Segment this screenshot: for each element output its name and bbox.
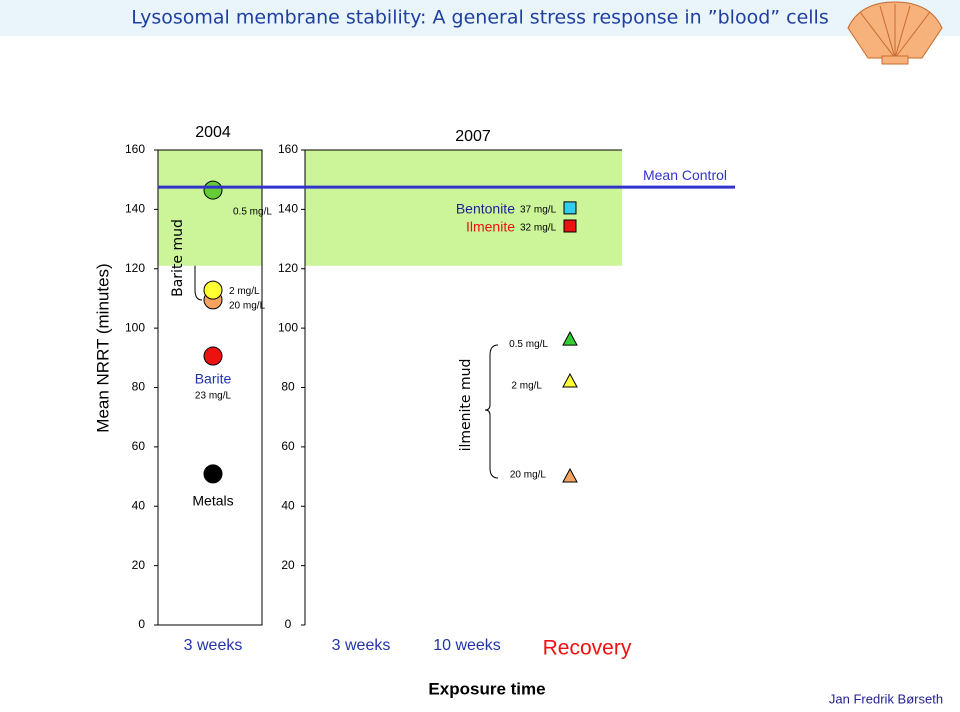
x-tick-label: 3 weeks [332,637,391,654]
control-label: Mean Control [643,167,727,183]
legend-label: Bentonite [456,201,515,217]
legend-label: 2 mg/L [229,286,260,297]
legend-label: 20 mg/L [229,301,266,312]
y-tick-label: 100 [278,320,298,334]
x-tick-label: 3 weeks [184,637,243,654]
panel-title: 2004 [195,124,231,141]
y-tick-label: 40 [132,498,146,512]
y-tick-label: 140 [278,202,298,216]
legend-label: Ilmenite [466,219,515,235]
y-axis-label: Mean NRRT (minutes) [93,263,112,432]
legend-label: 20 mg/L [510,470,547,481]
y-tick-label: 60 [132,439,146,453]
group-label: Barite mud [170,219,186,297]
x-axis-label: Exposure time [428,679,545,698]
legend-label: Metals [192,493,233,509]
y-tick-label: 100 [125,320,145,334]
x-tick-label: 10 weeks [433,637,501,654]
marker [203,464,223,484]
y-tick-label: 20 [281,558,295,572]
marker [203,346,223,366]
marker [203,280,223,300]
legend-sublabel: 23 mg/L [195,391,232,402]
y-tick-label: 40 [281,498,295,512]
y-tick-label: 120 [278,261,298,275]
y-tick-label: 60 [281,439,295,453]
y-tick-label: 140 [125,202,145,216]
marker [563,219,577,233]
marker [562,331,578,346]
brace [484,344,499,479]
slide-title: Lysosomal membrane stability: A general … [131,7,828,29]
legend-label: 0.5 mg/L [233,207,272,218]
header-band [0,0,960,36]
y-tick-label: 20 [132,558,146,572]
y-tick-label: 80 [281,380,295,394]
legend-label: Barite [195,371,232,387]
y-tick-label: 160 [125,142,145,156]
legend-sublabel: 32 mg/L [520,223,557,234]
panel-title: 2007 [455,128,491,145]
legend-sublabel: 37 mg/L [520,205,557,216]
x-tick-label: Recovery [543,637,632,660]
marker [203,180,223,200]
y-tick-label: 160 [278,142,298,156]
shell-icon [847,1,943,65]
y-tick-label: 0 [138,617,145,631]
marker [562,467,578,483]
legend-label: 2 mg/L [511,381,542,392]
marker [562,372,578,388]
y-tick-label: 120 [125,261,145,275]
group-label: ilmenite mud [458,359,474,452]
y-tick-label: 0 [285,617,292,631]
control-band [158,150,262,266]
marker [563,201,577,215]
author: Jan Fredrik Børseth [829,691,943,706]
y-tick-label: 80 [132,380,146,394]
legend-label: 0.5 mg/L [509,339,548,350]
